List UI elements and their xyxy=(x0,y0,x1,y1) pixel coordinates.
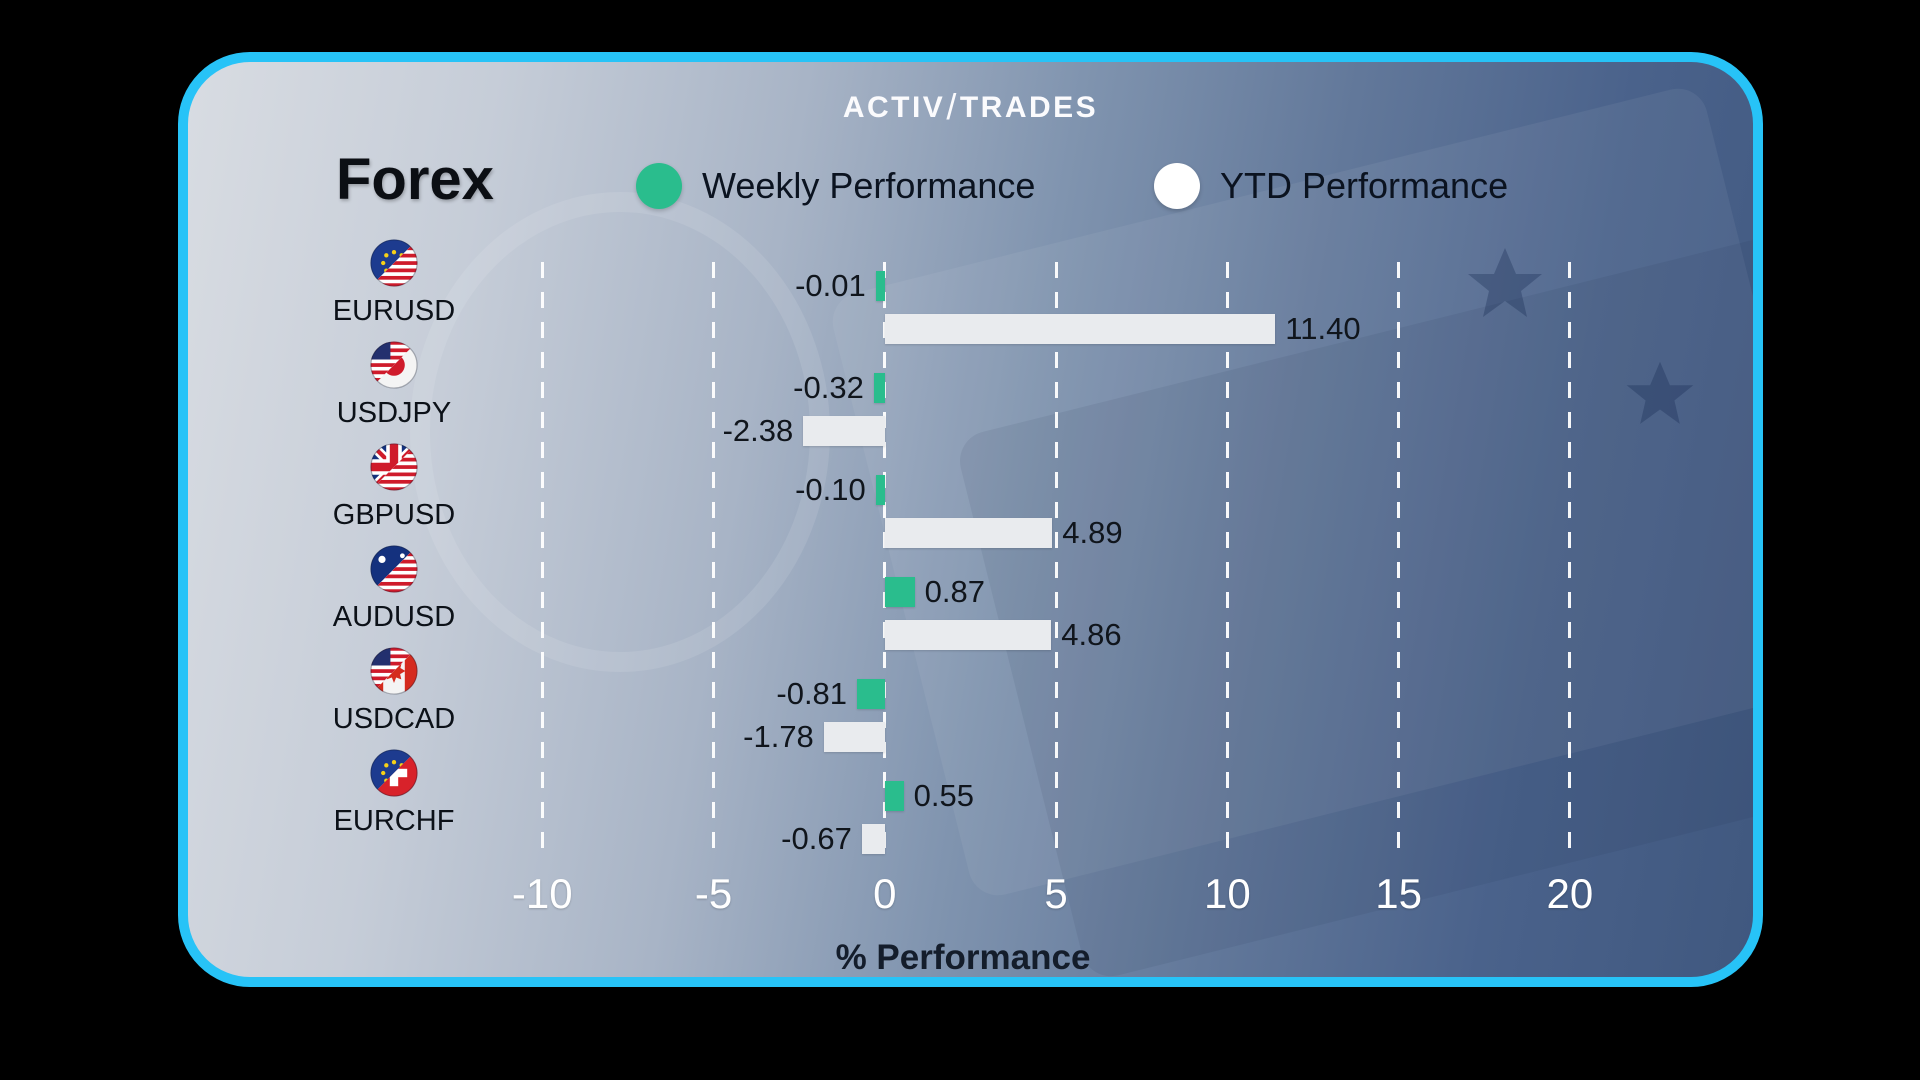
ytd-value-label: 4.86 xyxy=(1061,617,1122,652)
pair-label: GBPUSD xyxy=(332,499,456,531)
x-tick-label: 10 xyxy=(1203,870,1251,917)
pair-label: USDJPY xyxy=(336,397,452,429)
x-tick-label: 20 xyxy=(1546,870,1594,917)
weekly-legend-swatch xyxy=(636,163,682,209)
gridline xyxy=(1225,262,1229,862)
chart-title: Forex xyxy=(336,147,494,212)
ytd-value-label: -0.67 xyxy=(781,821,852,856)
gridline xyxy=(1397,262,1401,862)
ytd-value-label: -2.38 xyxy=(722,413,794,448)
x-tick-label: 5 xyxy=(1044,870,1068,917)
ytd-value-label: 4.89 xyxy=(1062,515,1123,550)
pair-label: USDCAD xyxy=(332,703,456,735)
ytd-bar xyxy=(884,314,1276,344)
pair-label: EURUSD xyxy=(332,295,456,327)
weekly-value-label: -0.81 xyxy=(776,676,848,711)
gridline xyxy=(540,262,544,862)
weekly-legend-label: Weekly Performance xyxy=(702,165,1036,206)
pair-label: EURCHF xyxy=(333,805,455,837)
legend-item-ytd: YTD Performance xyxy=(1154,162,1508,210)
ytd-legend-label: YTD Performance xyxy=(1220,165,1509,206)
gridline xyxy=(712,262,716,862)
logo-slash-icon: / xyxy=(946,86,959,127)
gbpusd-flag-icon xyxy=(370,443,418,491)
ytd-legend-swatch xyxy=(1154,163,1200,209)
ytd-value-label: 11.40 xyxy=(1285,311,1361,346)
gridline xyxy=(1054,262,1058,862)
weekly-bar xyxy=(875,475,885,505)
weekly-bar xyxy=(873,373,885,403)
usdjpy-flag-icon xyxy=(370,341,418,389)
activtrades-logo: Activ/Trades xyxy=(188,86,1753,128)
weekly-bar xyxy=(857,679,885,709)
ytd-bar xyxy=(823,722,885,752)
audusd-flag-icon xyxy=(370,545,418,593)
ytd-bar xyxy=(803,416,885,446)
ytd-bar xyxy=(884,620,1052,650)
usdcad-flag-icon xyxy=(370,647,418,695)
weekly-bar xyxy=(884,781,904,811)
weekly-value-label: -0.32 xyxy=(793,370,864,405)
eurchf-flag-icon xyxy=(370,749,418,797)
pair-label: AUDUSD xyxy=(332,601,456,633)
x-tick-label: 15 xyxy=(1375,870,1422,917)
ytd-bar xyxy=(884,518,1053,548)
eurusd-flag-icon xyxy=(370,239,418,287)
weekly-value-label: 0.55 xyxy=(913,778,974,813)
logo-text-left: Activ xyxy=(842,91,946,124)
legend-item-weekly: Weekly Performance xyxy=(636,162,1035,210)
weekly-value-label: 0.87 xyxy=(924,574,985,609)
weekly-bar xyxy=(875,271,885,301)
ytd-bar xyxy=(861,824,885,854)
x-tick-label: -10 xyxy=(511,870,573,917)
logo-text-right: Trades xyxy=(959,91,1099,124)
forex-performance-card: Activ/Trades Forex Weekly Performance YT… xyxy=(178,52,1763,987)
x-tick-label: -5 xyxy=(694,870,733,917)
weekly-value-label: -0.10 xyxy=(795,472,866,507)
gridline xyxy=(883,262,887,862)
x-tick-label: 0 xyxy=(873,870,897,917)
ytd-value-label: -1.78 xyxy=(743,719,814,754)
x-axis-label: % Performance xyxy=(835,938,1091,977)
gridline xyxy=(1568,262,1572,862)
weekly-bar xyxy=(884,577,915,607)
weekly-value-label: -0.01 xyxy=(795,268,866,303)
plot-area: % Performance -10 -5 0 5 10 15 20 EURUSD -0.01 11… xyxy=(333,239,1748,977)
